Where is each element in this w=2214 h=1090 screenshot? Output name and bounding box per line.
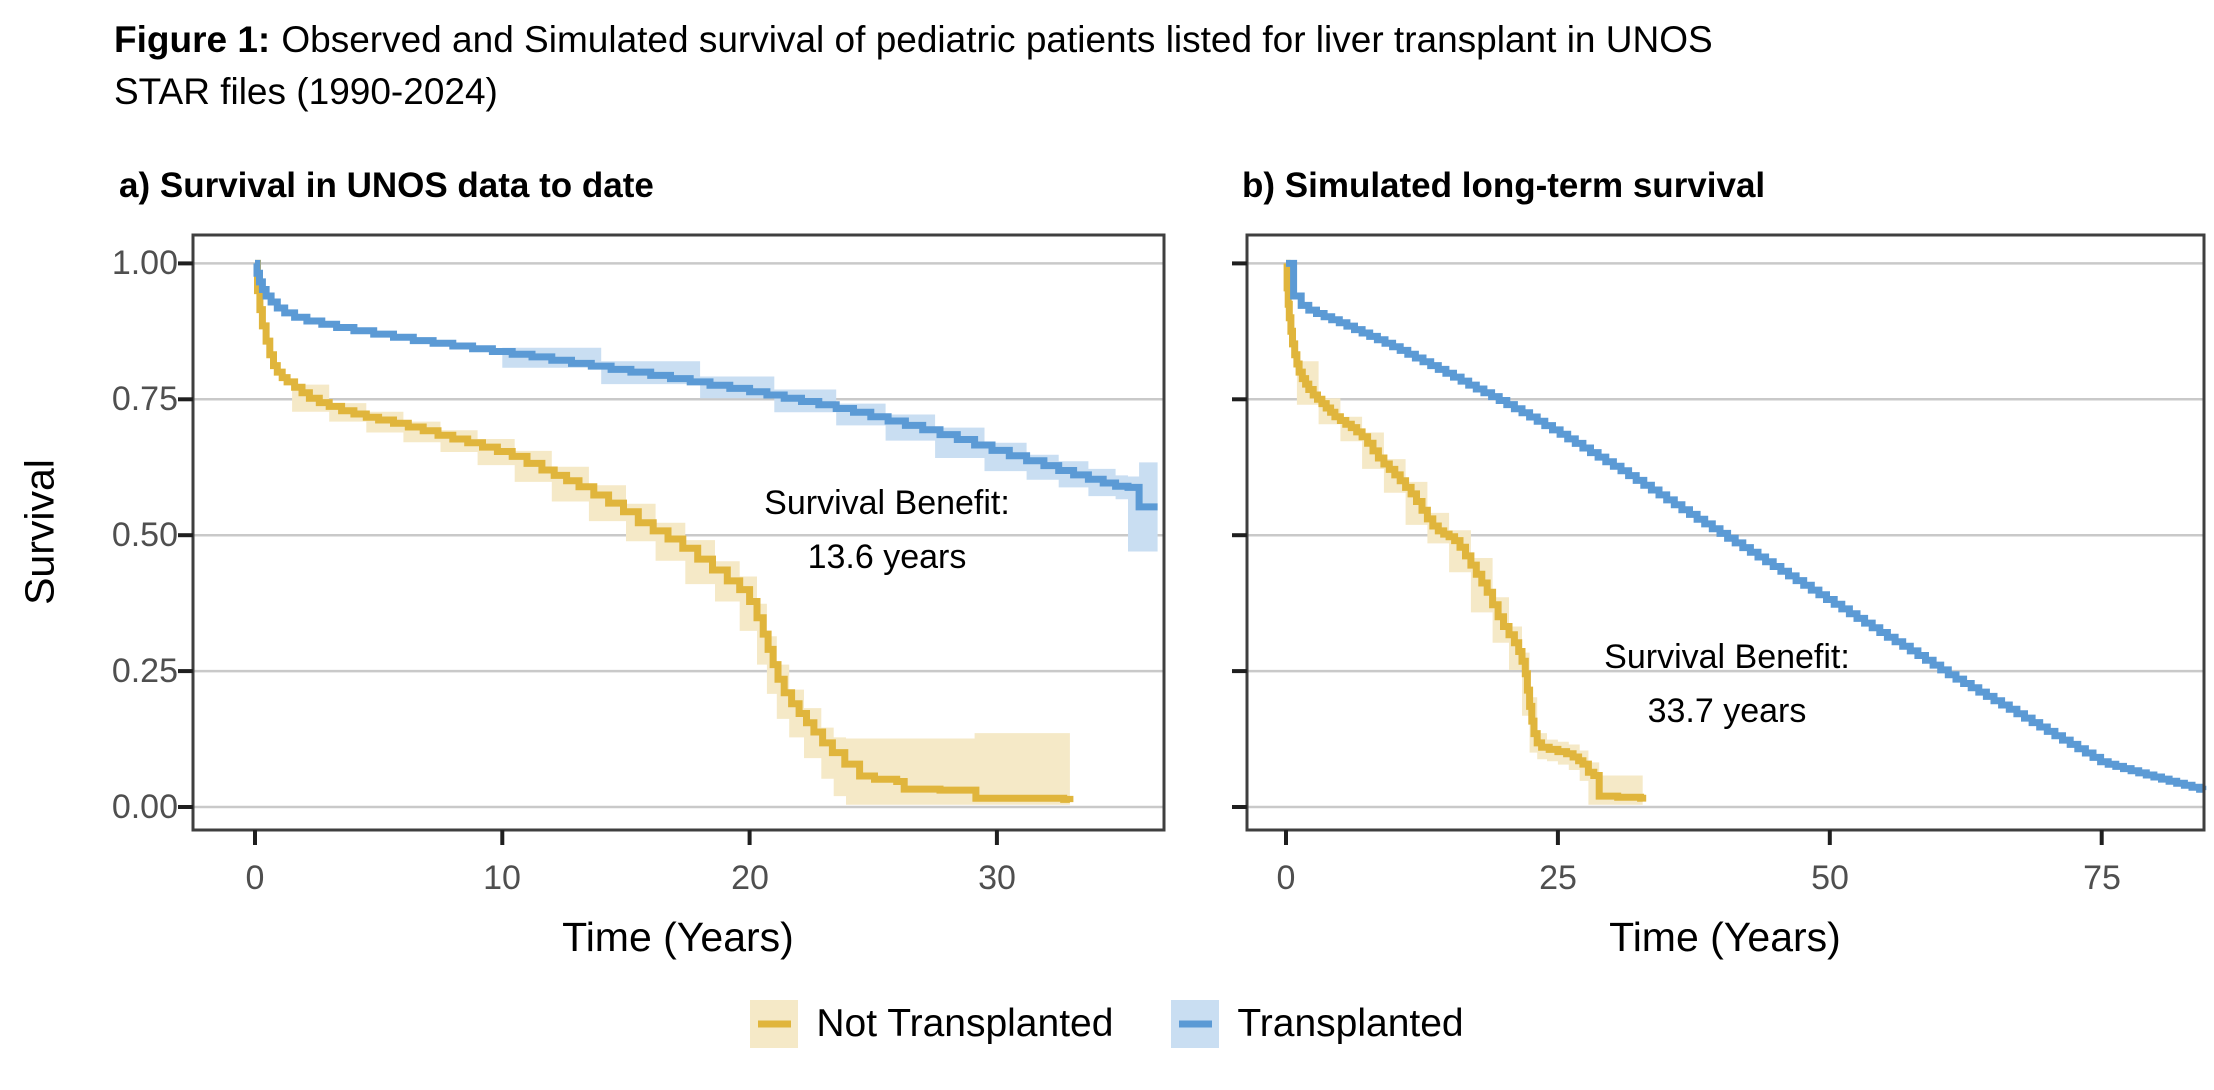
panel-b-x-tick-75: 75 <box>2083 859 2121 897</box>
transplanted-key-icon <box>1171 1000 1220 1048</box>
legend-label-transplanted: Transplanted <box>1237 1002 1464 1045</box>
panel-a-annotation-line2: 13.6 years <box>807 538 967 576</box>
legend: Not Transplanted Transplanted <box>0 1000 2214 1048</box>
panel-a-x-tick-30: 30 <box>978 859 1016 897</box>
legend-item-transplanted: Transplanted <box>1171 1000 1464 1048</box>
panel-b-x-tick-0: 0 <box>1276 859 1296 897</box>
figure-title-line2: STAR files (1990-2024) <box>114 71 498 112</box>
panel-a-x-axis-title: Time (Years) <box>562 914 794 960</box>
y-tick-label-1.00: 1.00 <box>111 244 178 282</box>
panel-b-title: b) Simulated long-term survival <box>1242 166 1766 205</box>
panel-b-x-tick-25: 25 <box>1539 859 1577 897</box>
panel-a-title: a) Survival in UNOS data to date <box>119 166 654 205</box>
figure-title-prefix: Figure 1: <box>114 19 271 60</box>
y-tick-label-0.50: 0.50 <box>111 516 178 554</box>
panel-a-x-tick-10: 10 <box>483 859 521 897</box>
panel-a-x-tick-20: 20 <box>731 859 769 897</box>
panel-b-survival-benefit-annotation: Survival Benefit: 33.7 years <box>1487 630 1967 738</box>
panel-b-x-axis-title: Time (Years) <box>1609 914 1841 960</box>
figure-title: Figure 1: Observed and Simulated survival… <box>114 14 1713 118</box>
y-tick-label-0.25: 0.25 <box>111 652 178 690</box>
transplanted-key-line-icon <box>1178 1020 1213 1028</box>
figure-title-line1: Figure 1: Observed and Simulated survival… <box>114 14 1713 66</box>
panel-a-survival-benefit-annotation: Survival Benefit: 13.6 years <box>647 476 1127 584</box>
panel-b-annotation-line1: Survival Benefit: <box>1604 638 1850 676</box>
panel-b-x-tick-50: 50 <box>1811 859 1849 897</box>
y-tick-label-0.00: 0.00 <box>111 788 178 826</box>
y-axis-title: Survival <box>16 459 63 605</box>
not-transplanted-key-line-icon <box>757 1020 792 1028</box>
legend-label-not-transplanted: Not Transplanted <box>816 1002 1114 1045</box>
not-transplanted-key-icon <box>750 1000 799 1048</box>
y-tick-label-0.75: 0.75 <box>111 380 178 418</box>
panel-a-x-tick-0: 0 <box>245 859 265 897</box>
legend-item-not-transplanted: Not Transplanted <box>750 1000 1113 1048</box>
figure-title-text: Observed and Simulated survival of pedia… <box>281 19 1713 60</box>
panel-b-annotation-line2: 33.7 years <box>1647 692 1807 730</box>
panel-a-annotation-line1: Survival Benefit: <box>764 484 1010 522</box>
